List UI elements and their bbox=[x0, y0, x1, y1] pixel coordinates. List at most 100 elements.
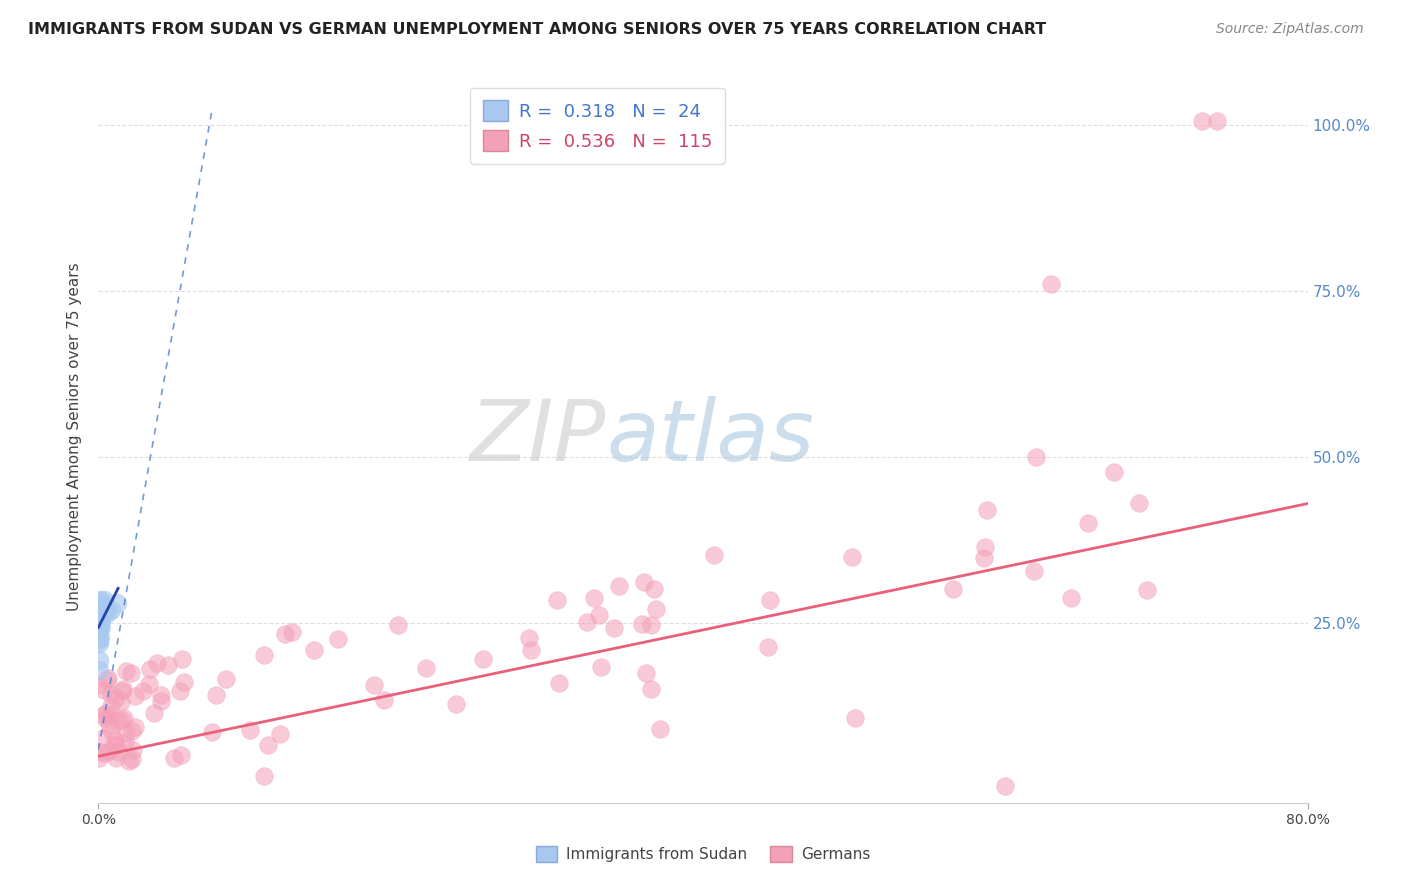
Point bbox=[575, 615, 598, 629]
Point bbox=[1104, 465, 1126, 479]
Point bbox=[107, 745, 129, 759]
Point bbox=[138, 662, 160, 676]
Point bbox=[942, 582, 965, 596]
Point bbox=[89, 636, 111, 650]
Point bbox=[444, 697, 467, 711]
Point bbox=[93, 599, 115, 614]
Point bbox=[103, 738, 125, 752]
Point bbox=[257, 738, 280, 752]
Point bbox=[96, 673, 118, 688]
Point bbox=[274, 627, 297, 641]
Point bbox=[1039, 277, 1062, 292]
Point bbox=[607, 579, 630, 593]
Point bbox=[387, 618, 409, 632]
Point bbox=[588, 608, 610, 623]
Point bbox=[201, 725, 224, 739]
Point bbox=[589, 659, 612, 673]
Point bbox=[90, 745, 112, 759]
Point bbox=[648, 722, 671, 736]
Point bbox=[602, 620, 624, 634]
Text: Source: ZipAtlas.com: Source: ZipAtlas.com bbox=[1216, 22, 1364, 37]
Point bbox=[363, 678, 385, 692]
Point bbox=[1022, 564, 1045, 578]
Point bbox=[121, 742, 143, 756]
Point bbox=[472, 652, 495, 666]
Point bbox=[91, 603, 114, 617]
Point bbox=[756, 640, 779, 654]
Point bbox=[253, 648, 276, 663]
Point bbox=[239, 723, 262, 737]
Point bbox=[98, 707, 121, 722]
Point bbox=[124, 719, 146, 733]
Point bbox=[150, 688, 173, 702]
Point bbox=[89, 653, 111, 667]
Point bbox=[94, 603, 117, 617]
Point bbox=[121, 723, 143, 738]
Point bbox=[115, 664, 138, 678]
Point bbox=[640, 618, 662, 632]
Point bbox=[117, 754, 139, 768]
Point bbox=[89, 663, 111, 677]
Point bbox=[90, 599, 112, 614]
Point bbox=[100, 698, 122, 713]
Legend: Immigrants from Sudan, Germans: Immigrants from Sudan, Germans bbox=[530, 840, 876, 868]
Point bbox=[107, 714, 129, 729]
Point bbox=[100, 603, 122, 617]
Point bbox=[631, 616, 654, 631]
Point bbox=[110, 714, 132, 728]
Point bbox=[132, 684, 155, 698]
Point bbox=[1128, 495, 1150, 509]
Point bbox=[415, 661, 437, 675]
Point bbox=[973, 550, 995, 565]
Point bbox=[759, 593, 782, 607]
Point bbox=[1136, 582, 1159, 597]
Point bbox=[643, 582, 665, 596]
Point bbox=[644, 601, 666, 615]
Point bbox=[215, 672, 238, 686]
Point bbox=[1206, 114, 1229, 128]
Point bbox=[994, 779, 1017, 793]
Point bbox=[546, 592, 568, 607]
Point bbox=[91, 731, 114, 746]
Point bbox=[87, 603, 110, 617]
Point bbox=[105, 739, 128, 753]
Text: atlas: atlas bbox=[606, 395, 814, 479]
Point bbox=[520, 643, 543, 657]
Point bbox=[1024, 450, 1046, 464]
Point bbox=[170, 748, 193, 763]
Point bbox=[582, 591, 605, 605]
Point bbox=[111, 684, 134, 698]
Point bbox=[89, 630, 111, 644]
Point bbox=[841, 550, 863, 565]
Point bbox=[1191, 114, 1213, 128]
Point bbox=[87, 632, 110, 647]
Point bbox=[100, 687, 122, 701]
Point bbox=[1077, 516, 1099, 530]
Point bbox=[156, 657, 179, 672]
Point bbox=[124, 689, 146, 703]
Point bbox=[326, 632, 349, 646]
Point bbox=[94, 711, 117, 725]
Point bbox=[90, 607, 112, 621]
Point bbox=[110, 695, 132, 709]
Y-axis label: Unemployment Among Seniors over 75 years: Unemployment Among Seniors over 75 years bbox=[67, 263, 83, 611]
Point bbox=[89, 623, 111, 637]
Point bbox=[633, 574, 655, 589]
Point bbox=[93, 593, 115, 607]
Point bbox=[114, 734, 136, 748]
Point bbox=[517, 631, 540, 645]
Point bbox=[547, 675, 569, 690]
Point bbox=[91, 707, 114, 722]
Point bbox=[1060, 591, 1083, 605]
Point bbox=[281, 625, 304, 640]
Point bbox=[87, 678, 110, 692]
Point bbox=[373, 693, 395, 707]
Point bbox=[173, 675, 195, 690]
Point bbox=[96, 607, 118, 621]
Point bbox=[104, 733, 127, 747]
Text: IMMIGRANTS FROM SUDAN VS GERMAN UNEMPLOYMENT AMONG SENIORS OVER 75 YEARS CORRELA: IMMIGRANTS FROM SUDAN VS GERMAN UNEMPLOY… bbox=[28, 22, 1046, 37]
Point bbox=[91, 599, 114, 614]
Point bbox=[89, 607, 111, 621]
Point bbox=[89, 593, 111, 607]
Point bbox=[89, 616, 111, 631]
